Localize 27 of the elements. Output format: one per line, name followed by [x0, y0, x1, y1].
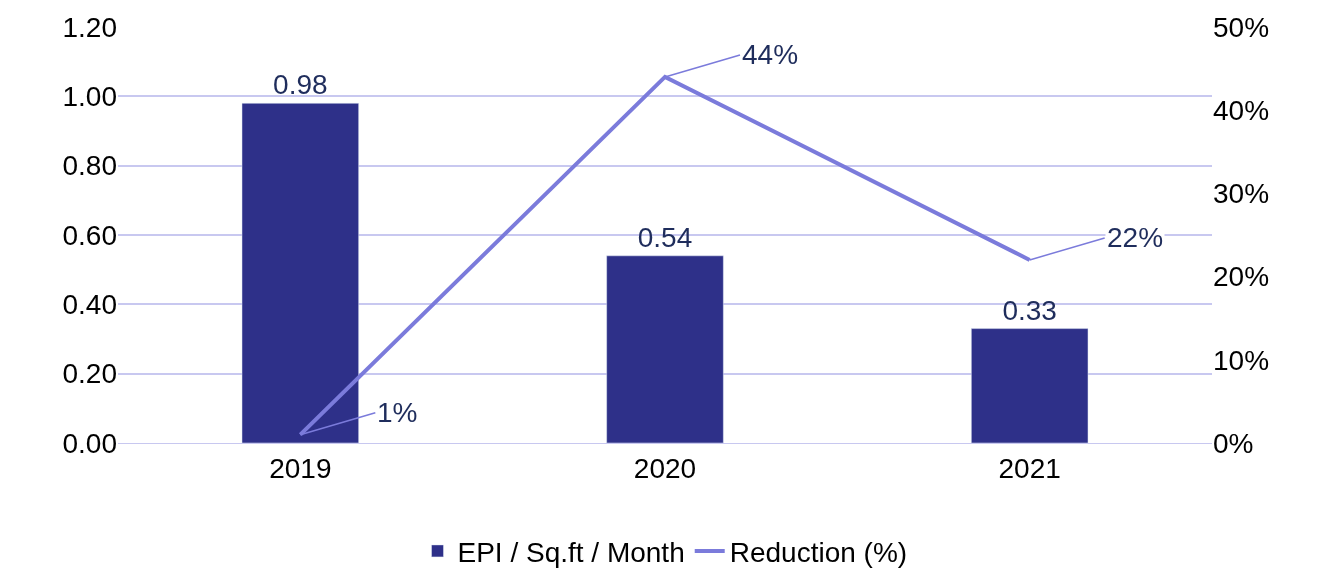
y2-tick-label: 20%	[1213, 261, 1270, 293]
x-tick-label: 2020	[633, 452, 697, 484]
data-label: 44%	[742, 39, 799, 70]
y2-tick-label: 10%	[1213, 344, 1270, 376]
y-tick-label: 1.00	[62, 81, 117, 113]
y-tick-label: 0.40	[62, 289, 117, 321]
x-tick-label: 2019	[269, 452, 332, 484]
y2-tick-label: 50%	[1213, 11, 1270, 43]
y2-tick-label: 30%	[1213, 178, 1270, 210]
data-label: 0.33	[1002, 294, 1057, 326]
legend-label: Reduction (%)	[729, 536, 908, 568]
bar	[606, 255, 724, 443]
y-tick-label: 0.60	[62, 219, 117, 251]
data-label: 22%	[1107, 222, 1164, 253]
y-tick-label: 0.80	[62, 150, 117, 182]
bar	[241, 103, 359, 443]
data-label: 0.98	[273, 69, 328, 101]
y2-tick-label: 40%	[1213, 95, 1270, 126]
y-tick-label: 0.20	[62, 358, 117, 390]
data-label: 1%	[377, 397, 418, 428]
y-tick-label: 0.00	[62, 427, 117, 459]
y-tick-label: 1.20	[62, 11, 117, 43]
legend-label: EPI / Sq.ft / Month	[457, 536, 685, 568]
bar	[971, 328, 1089, 443]
x-tick-label: 2021	[998, 452, 1061, 484]
y2-tick-label: 0%	[1213, 427, 1254, 459]
data-label: 0.54	[637, 221, 693, 253]
